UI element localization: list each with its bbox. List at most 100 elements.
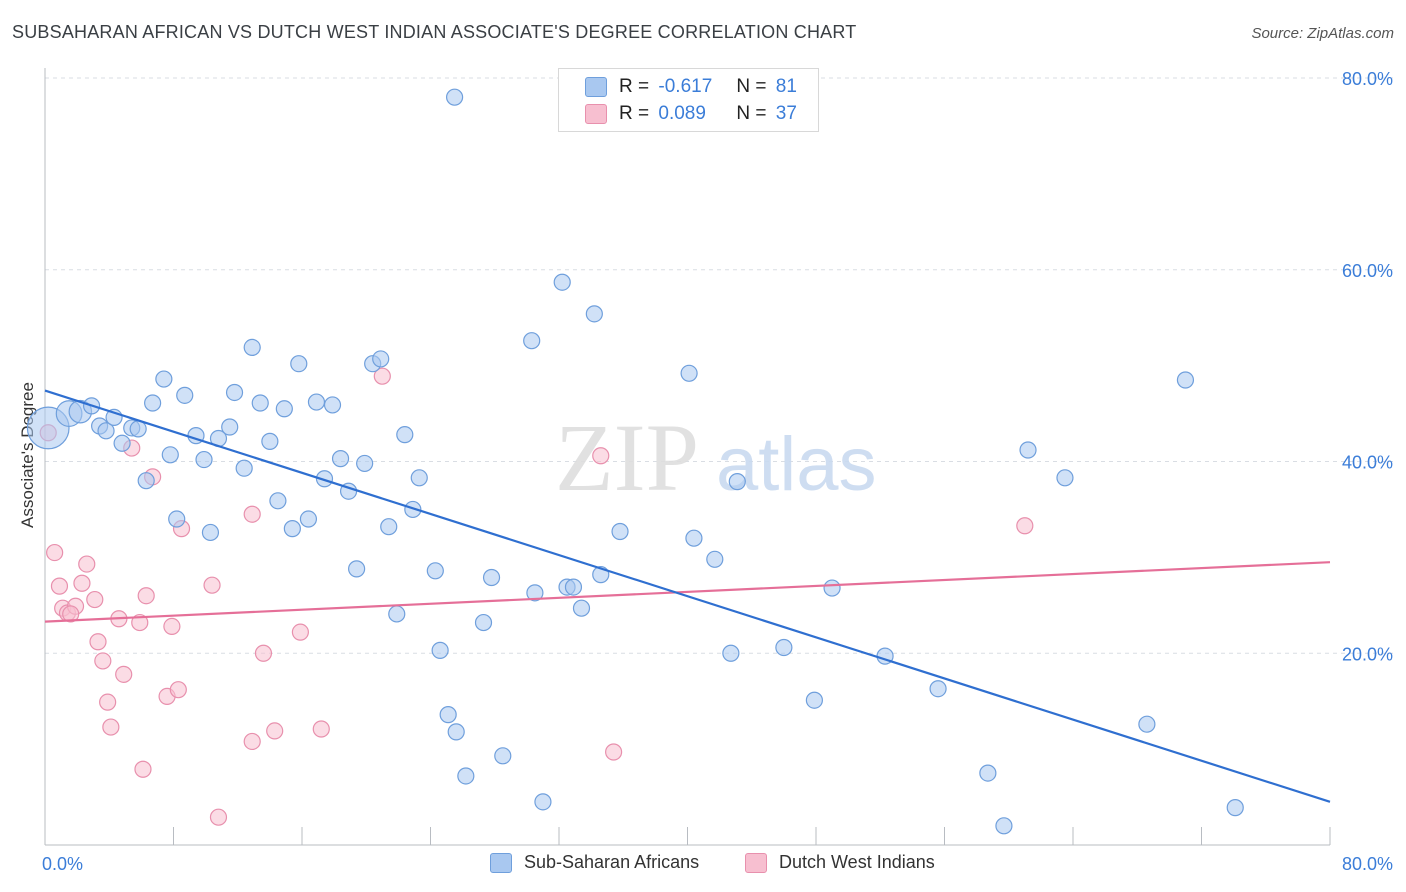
data-point [1019, 441, 1037, 459]
data-point [307, 393, 326, 411]
trend-lines [44, 389, 1331, 803]
data-point [611, 522, 629, 541]
data-point [1056, 469, 1074, 487]
y-tick-label: 60.0% [1342, 261, 1393, 281]
legend-swatch-pink [745, 852, 767, 873]
data-point [254, 644, 273, 662]
data-point [457, 767, 475, 785]
data-point [372, 350, 390, 368]
data-point [99, 693, 117, 711]
data-point [102, 718, 120, 736]
data-point [251, 394, 269, 412]
data-point [1176, 371, 1195, 389]
data-point [526, 584, 544, 602]
watermark-zip: ZIP [555, 404, 699, 511]
legend-label: Sub-Saharan Africans [524, 852, 700, 872]
data-point [564, 578, 583, 596]
source-label: Source: ZipAtlas.com [1251, 25, 1394, 42]
legend-n-value: 37 [775, 103, 797, 124]
legend-item-sub-saharan-africans[interactable]: Sub-Saharan Africans [490, 852, 699, 873]
data-point [979, 764, 997, 782]
data-point [426, 562, 444, 580]
data-point [396, 426, 414, 444]
data-point [553, 273, 571, 291]
data-point [46, 543, 64, 562]
data-point [176, 386, 194, 404]
data-point [572, 599, 591, 617]
data-point [299, 510, 318, 528]
data-point [203, 576, 221, 594]
legend-swatch-pink [585, 104, 607, 124]
data-point [523, 332, 541, 350]
data-point [73, 574, 91, 592]
y-tick-label: 20.0% [1342, 644, 1393, 664]
data-point [474, 613, 493, 632]
data-point [775, 638, 793, 657]
x-tick-label: 0.0% [42, 854, 83, 874]
data-point [380, 518, 398, 536]
legend-r-label: R = [619, 103, 650, 124]
data-point [431, 641, 449, 659]
data-point [161, 446, 179, 464]
data-point [323, 396, 342, 414]
data-point [1226, 799, 1244, 817]
data-point [168, 510, 186, 528]
data-point [722, 644, 740, 662]
data-point [94, 652, 112, 670]
data-point [410, 469, 428, 487]
series-legend: Sub-Saharan Africans Dutch West Indians [0, 852, 1406, 878]
data-point [115, 665, 133, 683]
data-point [275, 400, 293, 418]
data-point [445, 88, 464, 106]
y-tick-label: 80.0% [1342, 69, 1393, 89]
watermark: ZIP atlas [555, 404, 877, 511]
data-point [50, 577, 69, 595]
tick-labels: 20.0% 40.0% 60.0% 80.0% 0.0% 80.0% [42, 69, 1393, 874]
data-point [823, 579, 841, 597]
data-point [97, 422, 115, 440]
data-point [86, 590, 104, 609]
data-point [331, 450, 350, 468]
data-point [373, 367, 391, 385]
data-point [315, 470, 334, 488]
data-point [805, 691, 823, 709]
data-point [439, 706, 457, 724]
legend-n-label: N = [736, 103, 767, 124]
data-point [494, 747, 512, 765]
series-dutch-west-indians [39, 367, 1034, 826]
data-point [169, 681, 187, 699]
data-point [78, 555, 96, 573]
data-point [290, 355, 308, 373]
data-point [131, 613, 149, 632]
data-point [929, 680, 947, 698]
legend-r-label: R = [619, 76, 650, 97]
series-sub-saharan-africans [26, 88, 1244, 835]
axes [44, 68, 1331, 846]
data-point [261, 432, 279, 450]
data-point [685, 529, 703, 547]
data-point [137, 587, 155, 605]
data-point [195, 450, 213, 469]
data-point [388, 605, 406, 623]
legend-swatch-blue [585, 77, 607, 97]
legend-n-value: 81 [775, 76, 797, 97]
data-point [605, 743, 623, 761]
data-point [585, 305, 603, 323]
legend-item-dutch-west-indians[interactable]: Dutch West Indians [745, 852, 935, 873]
x-tick-label: 80.0% [1342, 854, 1393, 874]
data-point [269, 492, 287, 510]
data-point [356, 454, 374, 473]
data-point [592, 447, 610, 465]
data-point [62, 605, 80, 623]
data-point [291, 623, 309, 641]
data-point [209, 808, 228, 826]
data-point [348, 560, 366, 578]
chart-title: SUBSAHARAN AFRICAN VS DUTCH WEST INDIAN … [12, 22, 857, 42]
data-point [235, 459, 253, 477]
gridlines [45, 77, 1395, 654]
data-point [447, 723, 465, 741]
correlation-legend: R = -0.617 N = 81 R = 0.089 N = 37 [558, 68, 819, 132]
data-point [680, 364, 698, 382]
data-point [312, 720, 330, 738]
